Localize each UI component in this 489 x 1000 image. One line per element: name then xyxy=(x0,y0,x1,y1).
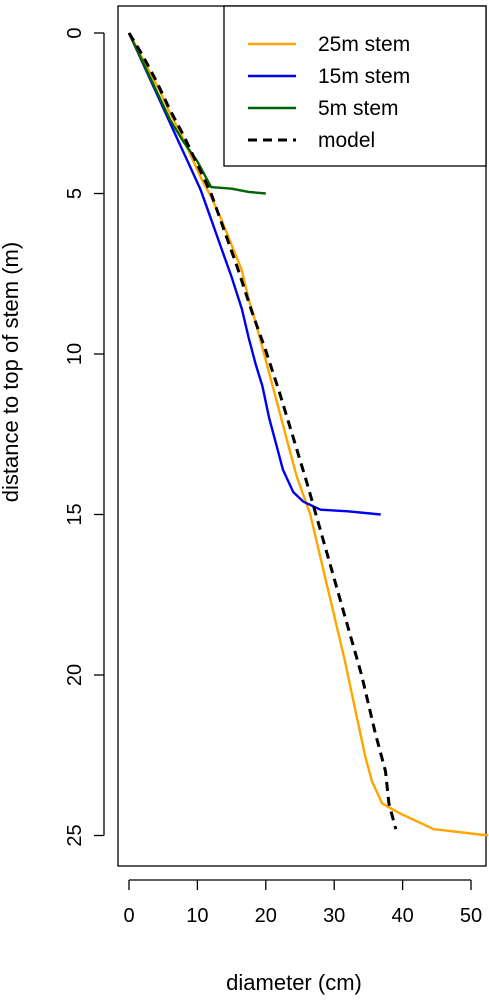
y-tick-label: 25 xyxy=(64,824,86,846)
y-axis-title: distance to top of stem (m) xyxy=(0,242,23,502)
x-axis: 0 10 20 30 40 50 xyxy=(123,879,482,927)
series-line-5m-stem xyxy=(127,32,266,195)
legend: 25m stem 15m stem 5m stem model xyxy=(223,5,487,167)
x-tick-label: 0 xyxy=(123,905,134,927)
y-tick-label: 10 xyxy=(64,343,86,365)
y-axis: 0 5 10 15 20 25 xyxy=(64,27,105,847)
y-tick-label: 15 xyxy=(64,503,86,525)
x-tick-label: 20 xyxy=(255,905,277,927)
x-axis-title: diameter (cm) xyxy=(226,970,362,995)
legend-label: 25m stem xyxy=(318,33,410,56)
legend-label: 15m stem xyxy=(318,65,410,88)
legend-label: model xyxy=(318,129,375,152)
y-tick-label: 20 xyxy=(64,664,86,686)
series-line-model xyxy=(127,32,398,830)
series-line-15m-stem xyxy=(127,32,381,516)
x-tick-label: 40 xyxy=(391,905,413,927)
x-tick-label: 50 xyxy=(460,905,482,927)
series-layer xyxy=(127,32,489,837)
legend-label: 5m stem xyxy=(318,97,399,120)
x-tick-label: 30 xyxy=(323,905,345,927)
x-tick-label: 10 xyxy=(186,905,208,927)
y-tick-label: 0 xyxy=(64,27,86,38)
y-tick-label: 5 xyxy=(64,188,86,199)
